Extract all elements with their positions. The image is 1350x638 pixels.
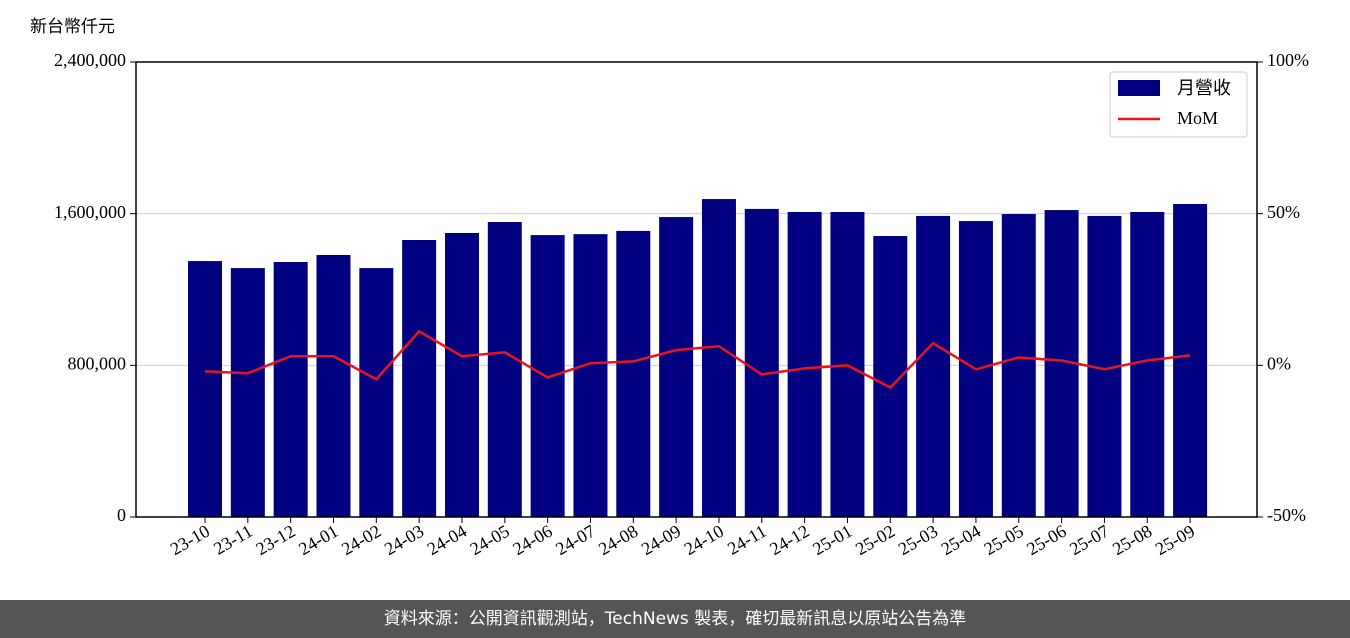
line xyxy=(204,329,1191,390)
plot-frame xyxy=(135,61,1258,518)
y2-tick-label: 0% xyxy=(1267,353,1291,373)
x-tick-label: 24-10 xyxy=(681,521,727,559)
legend-swatch xyxy=(1118,80,1160,96)
x-tick-label: 25-07 xyxy=(1066,521,1112,559)
y-axis-label: 新台幣仟元 xyxy=(30,17,115,37)
footer-bar xyxy=(0,600,1350,638)
x-tick-label: 24-02 xyxy=(338,521,384,559)
x-tick-label: 23-10 xyxy=(167,521,213,559)
bar xyxy=(188,261,222,517)
x-tick-label: 25-05 xyxy=(980,521,1026,559)
x-tick-label: 23-12 xyxy=(252,521,298,559)
x-tick-label: 24-06 xyxy=(509,521,555,559)
x-tick-label: 24-09 xyxy=(638,521,684,559)
x-tick-label: 24-03 xyxy=(381,521,427,559)
bar xyxy=(659,217,694,517)
y-tick-label: 1,600,000 xyxy=(54,202,126,222)
x-tick-label: 23-11 xyxy=(210,521,256,559)
bar xyxy=(230,268,265,517)
x-tick-label: 25-02 xyxy=(852,521,898,559)
legend-label: 月營收 xyxy=(1177,78,1231,99)
x-tick-label: 24-01 xyxy=(295,521,341,559)
bar xyxy=(359,268,394,517)
y-tick-label: 2,400,000 xyxy=(54,50,126,70)
x-tick-label: 25-03 xyxy=(895,521,941,559)
x-tick-label: 25-09 xyxy=(1152,521,1198,559)
bar xyxy=(487,222,522,517)
bar xyxy=(316,254,351,517)
bar xyxy=(701,199,736,517)
x-tick-label: 25-04 xyxy=(938,521,984,559)
x-tick-label: 24-04 xyxy=(424,521,470,559)
x-tick-label: 24-12 xyxy=(766,521,812,559)
bar xyxy=(1130,211,1165,517)
bar xyxy=(273,262,308,517)
bar xyxy=(616,230,651,517)
y-tick-label: 0 xyxy=(117,505,126,525)
footer: 資料來源：公開資訊觀測站，TechNews 製表，確切最新訊息以原站公告為準 xyxy=(384,609,966,629)
x-tick-label: 25-08 xyxy=(1109,521,1155,559)
x-tick-label: 24-11 xyxy=(724,521,770,559)
y2-tick-label: 50% xyxy=(1267,202,1300,222)
bar xyxy=(402,240,437,518)
x-tick-label: 24-07 xyxy=(552,521,598,559)
y2-tick-label: -50% xyxy=(1267,505,1306,525)
bar xyxy=(573,234,608,517)
legend-label: MoM xyxy=(1177,108,1218,128)
bar xyxy=(1173,203,1208,517)
bar xyxy=(1001,214,1036,517)
x-tick-label: 24-08 xyxy=(595,521,641,559)
bar xyxy=(444,233,479,518)
x-tick-label: 25-01 xyxy=(809,521,855,559)
bar xyxy=(744,208,779,518)
x-tick-label: 24-05 xyxy=(466,521,512,559)
y2-tick-label: 100% xyxy=(1267,50,1309,70)
bar xyxy=(787,211,822,517)
y-tick-label: 800,000 xyxy=(68,353,127,373)
bar xyxy=(916,215,951,518)
x-tick-label: 25-06 xyxy=(1023,521,1069,559)
